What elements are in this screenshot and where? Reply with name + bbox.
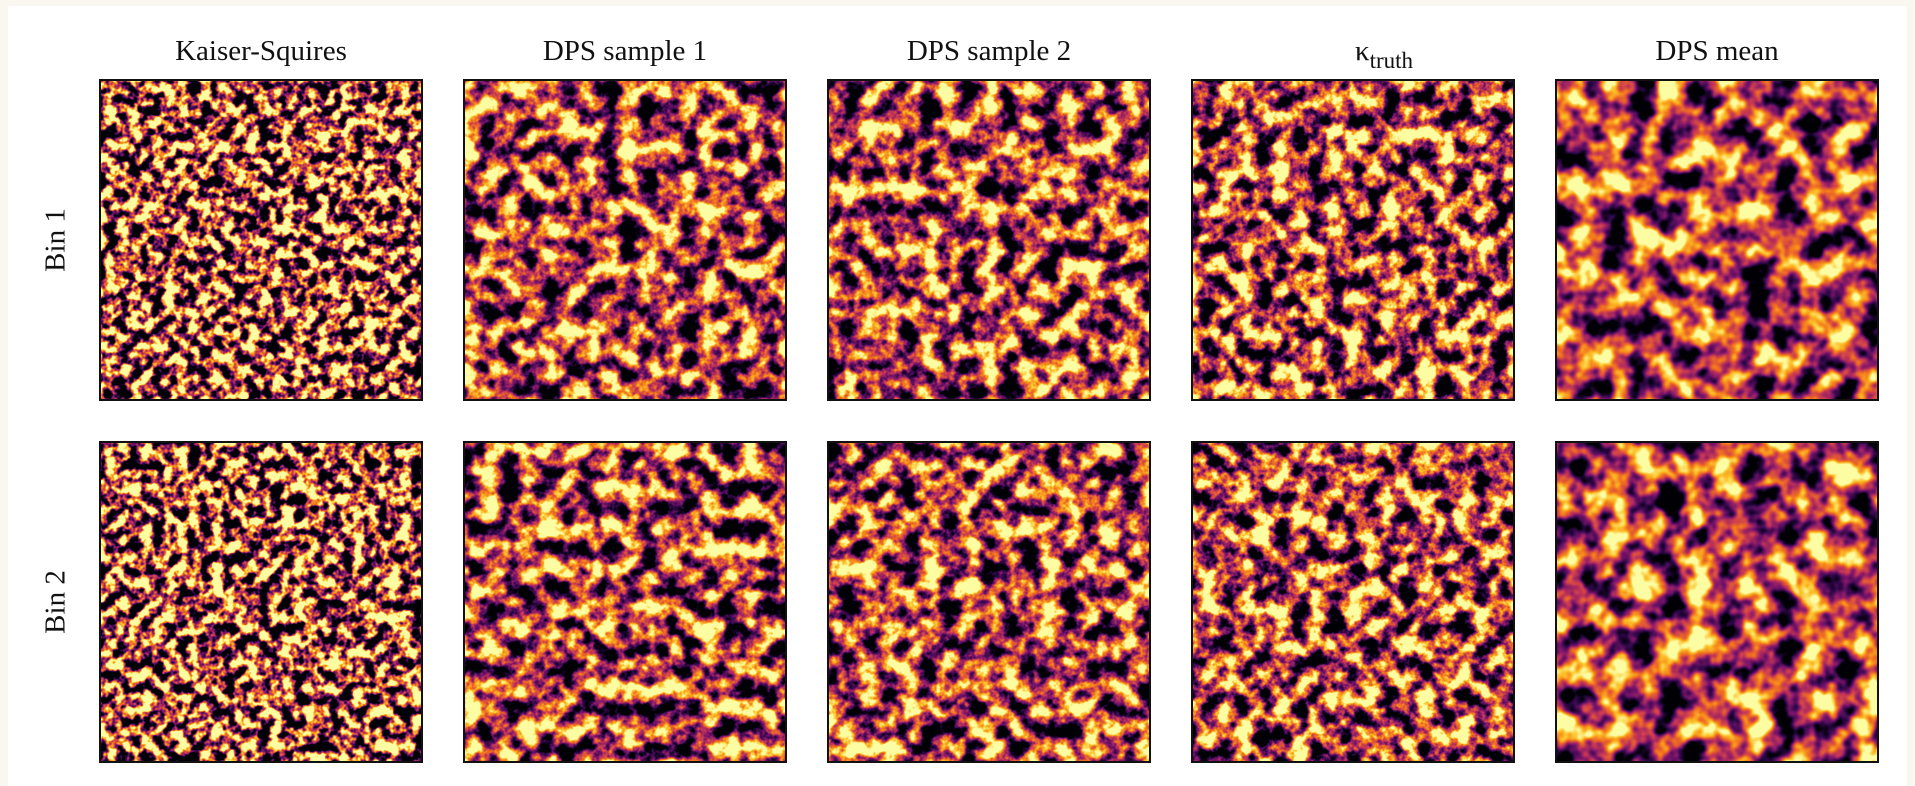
map-image	[828, 442, 1150, 762]
panel-frame	[1555, 441, 1879, 763]
map-image	[828, 80, 1150, 400]
panel-frame	[463, 79, 787, 401]
row-label: Bin 2	[40, 570, 72, 634]
panel-frame	[1191, 79, 1515, 401]
kappa-symbol: κ	[1355, 35, 1370, 67]
map-image	[464, 442, 786, 762]
column-title: Kaiser-Squires	[175, 35, 347, 67]
column-title: DPS sample 1	[543, 35, 707, 67]
row-label: Bin 1	[40, 208, 72, 272]
panel-frame	[827, 441, 1151, 763]
panel-frame	[463, 441, 787, 763]
panel-frame	[827, 79, 1151, 401]
map-image	[100, 80, 422, 400]
map-image	[1556, 80, 1878, 400]
map-image	[100, 442, 422, 762]
map-image	[464, 80, 786, 400]
map-image	[1556, 442, 1878, 762]
kappa-subscript: truth	[1370, 48, 1414, 73]
panel-frame	[1191, 441, 1515, 763]
column-title: κtruth	[1355, 35, 1414, 73]
map-image	[1192, 80, 1514, 400]
map-image	[1192, 442, 1514, 762]
panel-frame	[99, 79, 423, 401]
panel-frame	[99, 441, 423, 763]
column-title: DPS mean	[1655, 35, 1779, 67]
column-title: DPS sample 2	[907, 35, 1071, 67]
panel-frame	[1555, 79, 1879, 401]
